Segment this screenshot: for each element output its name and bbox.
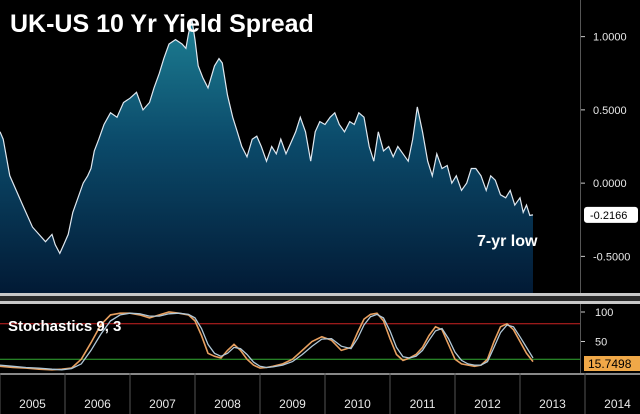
stochastics-reference-lines <box>0 323 580 360</box>
y-tick-label: 1.0000 <box>593 32 627 44</box>
x-tick-label: 2005 <box>19 397 46 411</box>
y-tick-label: -0.5000 <box>593 251 630 263</box>
x-tick-label: 2007 <box>149 397 176 411</box>
stochastics-last-value-label: 15.7498 <box>588 357 632 371</box>
y-tick-label: 0.0000 <box>593 178 627 190</box>
x-tick-label: 2010 <box>344 397 371 411</box>
stochastics-y-axis: 100 50 <box>580 307 613 349</box>
stochastics-last-value-badge: 15.7498 <box>584 356 640 371</box>
stoch-tick-label: 100 <box>595 307 613 319</box>
spread-area-fill <box>0 19 533 293</box>
stochastics-label: Stochastics 9, 3 <box>8 318 121 335</box>
x-axis: 2005 2006 2007 2008 2009 2010 2011 2012 2013 2014 <box>0 373 631 414</box>
panel-separator-bottom <box>0 301 640 304</box>
x-tick-label: 2013 <box>539 397 566 411</box>
low-annotation: 7-yr low <box>477 233 538 250</box>
x-tick-label: 2006 <box>84 397 111 411</box>
x-tick-label: 2012 <box>474 397 501 411</box>
stochastics-series-layer <box>0 311 534 371</box>
last-value-label: -0.2166 <box>590 210 627 222</box>
stoch-tick-label: 50 <box>595 337 607 349</box>
panel-separator-top <box>0 293 640 296</box>
x-tick-label: 2009 <box>279 397 306 411</box>
main-y-axis: 1.0000 0.5000 0.0000 -0.5000 <box>580 32 630 263</box>
x-axis-line <box>0 373 640 375</box>
spread-line <box>0 18 534 255</box>
last-value-badge: -0.2166 <box>584 206 638 223</box>
y-tick-label: 0.5000 <box>593 105 627 117</box>
stochastics-series-2 <box>0 312 534 371</box>
panel-separator-gap <box>0 296 640 301</box>
x-tick-label: 2014 <box>604 397 631 411</box>
x-tick-label: 2008 <box>214 397 241 411</box>
chart-title: UK-US 10 Yr Yield Spread <box>10 10 314 38</box>
spread-area-layer <box>0 18 534 293</box>
stochastics-series-1 <box>0 311 534 371</box>
x-tick-label: 2011 <box>410 397 436 411</box>
